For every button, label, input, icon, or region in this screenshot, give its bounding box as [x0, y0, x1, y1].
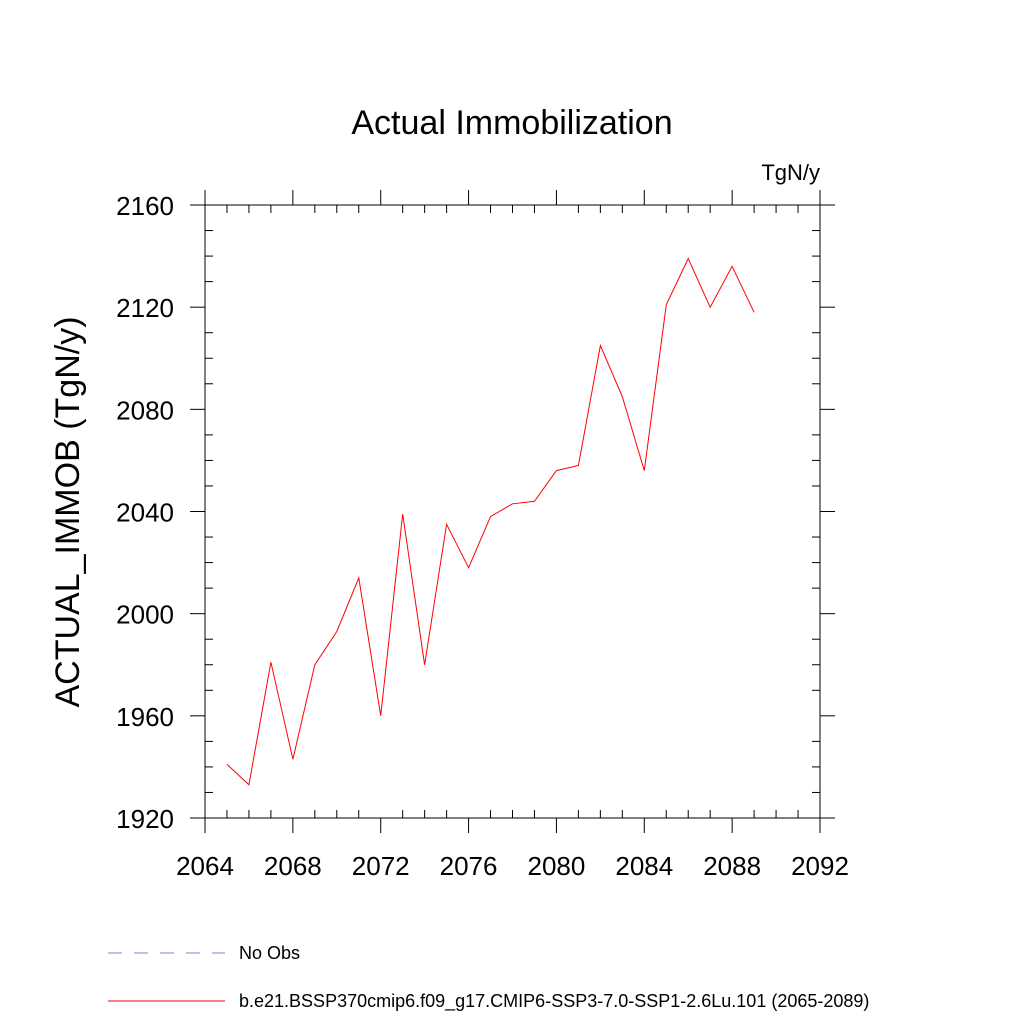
legend-label-model-run: b.e21.BSSP370cmip6.f09_g17.CMIP6-SSP3-7.… [239, 991, 869, 1012]
chart-title: Actual Immobilization [351, 104, 672, 142]
x-tick-label: 2084 [615, 851, 673, 881]
y-tick-label: 2160 [116, 191, 174, 221]
y-tick-label: 2040 [116, 498, 174, 528]
series-lines [226, 257, 755, 786]
x-tick-label: 2088 [703, 851, 761, 881]
y-tick-label: 1960 [116, 702, 174, 732]
x-tick-label: 2076 [440, 851, 498, 881]
x-tick-label: 2064 [176, 851, 234, 881]
y-tick-label: 2000 [116, 600, 174, 630]
x-tick-label: 2072 [352, 851, 410, 881]
y-tick-labels: 1920 1960 2000 2040 2080 2120 2160 [116, 191, 174, 834]
y-axis-label: ACTUAL_IMMOB (TgN/y) [49, 316, 87, 707]
x-tick-label: 2080 [528, 851, 586, 881]
y-tick-label: 2120 [116, 293, 174, 323]
plot-frame [204, 204, 821, 819]
x-tick-label: 2068 [264, 851, 322, 881]
legend-label-no-obs: No Obs [239, 943, 300, 963]
series-line [226, 257, 755, 786]
units-label: TgN/y [761, 160, 820, 185]
x-tick-labels: 2064 2068 2072 2076 2080 2084 2088 2092 [176, 851, 849, 881]
y-tick-label: 2080 [116, 395, 174, 425]
x-tick-label: 2092 [791, 851, 849, 881]
y-tick-label: 1920 [116, 804, 174, 834]
legend: No Obs b.e21.BSSP370cmip6.f09_g17.CMIP6-… [108, 943, 869, 1012]
axis-ticks [190, 190, 835, 833]
